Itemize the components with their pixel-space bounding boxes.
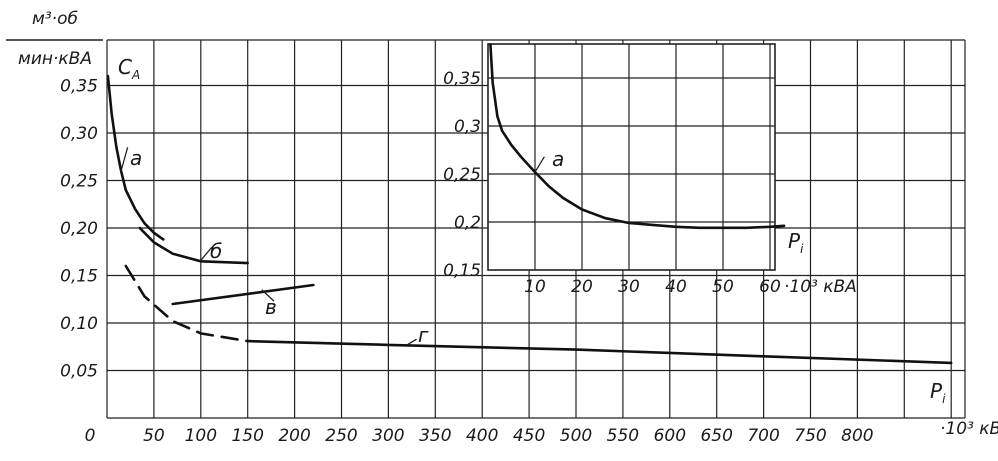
label-leader-a [120,147,129,172]
series-label-b: б [210,239,222,263]
series-label-g: г [418,323,429,347]
x-axis-label: Pi [930,379,946,406]
x-tick-label: 500 [560,426,592,446]
x-tick-label: 400 [466,426,498,446]
inset-frame [487,43,776,271]
x-tick-label: 550 [607,426,639,446]
series-line-г [124,264,249,343]
series-line-б [138,226,249,265]
inset-label-leader-a [534,156,545,173]
y-tick-label: 0,15 [60,267,98,287]
inset-x-tick-label: 20 [571,277,593,297]
x-tick-label: 450 [513,426,545,446]
main-curves [106,74,953,365]
inset-x-tick-label: 60 [759,277,781,297]
x-tick-label: 50 [143,426,165,446]
y-tick-label: 0,30 [60,124,98,144]
inset-panel: 0,15 0,2 0,25 0,3 0,35 10 20 30 40 50 60·10³ кВА Pi [443,43,857,297]
inset-x-tick-label: 30 [618,277,640,297]
label-leader-g [406,338,417,346]
x-tick-label: 150 [231,426,263,446]
inset-y-tick-label: 0,15 [443,261,481,281]
label-leader-v [261,289,275,302]
inset-x-tick-label: 40 [665,277,687,297]
inset-x-axis-label: Pi [788,229,804,256]
x-tick-label: 300 [372,426,404,446]
x-tick-label: 600 [654,426,686,446]
labels: 0,050,100,150,200,250,300,350 50 100 150 200… [6,9,998,446]
y-tick-label: 0,10 [60,314,98,334]
inset-y-tick-label: 0,3 [454,117,481,137]
series-line-а [106,74,165,241]
y-tick-label: 0,35 [60,77,98,97]
x-tick-label: 350 [419,426,451,446]
series-line-г [246,339,953,365]
inset-x-unit-label: ·10³ кВА [784,277,857,297]
y-unit-numerator: м³·об [32,9,78,29]
label-leader-b [200,246,213,261]
series-label-a: а [130,146,142,170]
series-label-v: в [265,295,277,319]
x-tick-label: 250 [325,426,357,446]
x-tick-label: 100 [185,426,217,446]
inset-y-tick-label: 0,2 [454,213,481,233]
x-unit-label: ·10³ кВА [940,419,998,439]
inset-series-line-а [489,43,786,230]
y-tick-label: 0,25 [60,172,98,192]
inset-series-label-a: а [552,147,564,171]
x-tick-label: 750 [794,426,826,446]
y-tick-label: 0,05 [60,362,98,382]
inset-y-tick-label: 0,25 [443,165,481,185]
y-axis-label: CA [118,55,140,82]
y-tick-label: 0,20 [60,219,98,239]
inset-curves: а [489,43,786,230]
series-line-в [171,283,315,306]
x-tick-label: 700 [747,426,779,446]
x-tick-label: 200 [278,426,310,446]
inset-x-tick-label: 50 [712,277,734,297]
x-tick-label: 800 [841,426,873,446]
y-unit-denominator: мин·кВА [18,49,92,69]
inset-y-tick-label: 0,35 [443,69,481,89]
x-tick-label: 650 [700,426,732,446]
x-tick-label: 0 [85,426,96,446]
inset-x-tick-label: 10 [524,277,546,297]
